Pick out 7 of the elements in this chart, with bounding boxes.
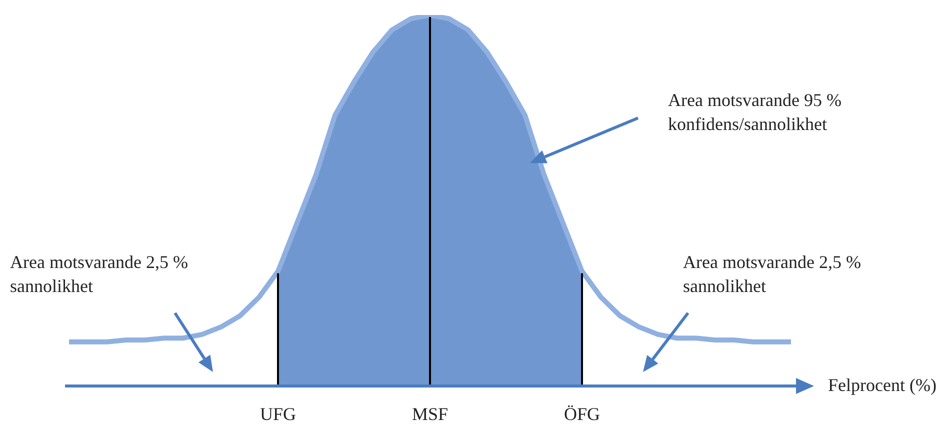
x-tick-label: MSF	[412, 404, 448, 424]
x-tick-label: ÖFG	[564, 404, 600, 424]
annotation: Area motsvarande 2,5 % sannolikhet	[10, 251, 188, 298]
annotation: Area motsvarande 2,5 % sannolikhet	[683, 251, 861, 298]
annotation: Area motsvarande 95 % konfidens/sannolikhet	[668, 89, 842, 136]
x-tick-label: UFG	[260, 404, 296, 424]
x-axis-title: Felprocent (%)	[828, 375, 936, 396]
